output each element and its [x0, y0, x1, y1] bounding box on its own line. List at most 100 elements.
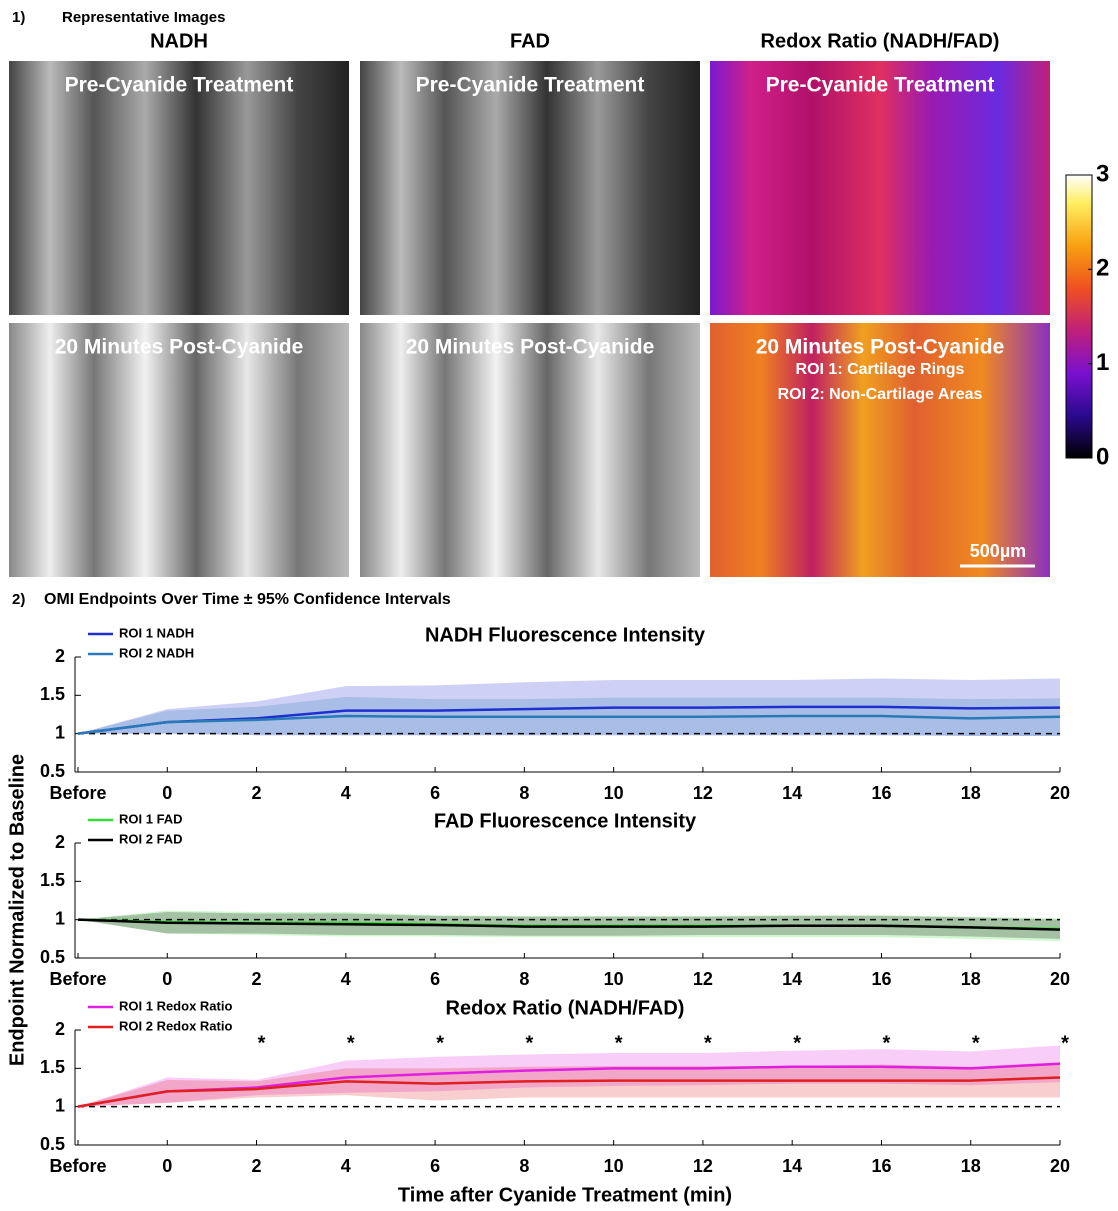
x-tick-label: 0 — [162, 1156, 172, 1176]
line — [77, 1062, 1061, 1108]
x-tick-label: 10 — [604, 783, 624, 803]
image-caption: 20 Minutes Post-Cyanide — [406, 336, 655, 359]
roi-label: ROI 1: Cartilage Rings — [796, 361, 965, 378]
x-tick-label: 6 — [430, 783, 440, 803]
x-tick-label: 16 — [871, 969, 891, 989]
x-tick-label: 12 — [693, 969, 713, 989]
significance-marker: * — [793, 1032, 801, 1054]
x-tick-label: 12 — [693, 1156, 713, 1176]
x-tick-label: 4 — [341, 1156, 351, 1176]
x-tick-label: 16 — [871, 783, 891, 803]
significance-marker: * — [258, 1032, 266, 1054]
image-caption: 20 Minutes Post-Cyanide — [756, 336, 1005, 359]
x-tick-label: 6 — [430, 1156, 440, 1176]
x-tick-label: 12 — [693, 783, 713, 803]
line — [77, 705, 1061, 735]
confidence-band — [78, 1045, 1060, 1107]
legend-label: ROI 2 FAD — [119, 831, 183, 846]
panel-label: 1) — [12, 9, 25, 26]
image-caption: 20 Minutes Post-Cyanide — [55, 336, 304, 359]
y-tick-label: 2 — [55, 832, 65, 852]
y-tick-label: 1 — [55, 1095, 65, 1115]
x-tick-label: 2 — [252, 969, 262, 989]
x-tick-label: 14 — [782, 969, 802, 989]
image-caption: Pre-Cyanide Treatment — [65, 74, 294, 97]
chart-title: NADH Fluorescence Intensity — [425, 624, 706, 646]
x-tick-label: 0 — [162, 783, 172, 803]
x-tick-label: Before — [49, 783, 106, 803]
legend-label: ROI 1 NADH — [119, 625, 194, 640]
microscopy-image — [9, 61, 349, 315]
x-tick-label: 18 — [961, 969, 981, 989]
y-tick-label: 1 — [55, 722, 65, 742]
significance-marker: * — [1061, 1032, 1069, 1054]
x-tick-label: 0 — [162, 969, 172, 989]
microscopy-image — [9, 323, 349, 577]
y-tick-label: 1.5 — [40, 870, 65, 890]
colorbar-tick-label: 0 — [1096, 443, 1109, 470]
legend-label: ROI 1 Redox Ratio — [119, 998, 232, 1013]
image-caption: Pre-Cyanide Treatment — [416, 74, 645, 97]
legend-label: ROI 2 Redox Ratio — [119, 1018, 232, 1033]
x-tick-label: 4 — [341, 783, 351, 803]
significance-marker: * — [883, 1032, 891, 1054]
significance-marker: * — [972, 1032, 980, 1054]
x-tick-label: 8 — [519, 1156, 529, 1176]
x-tick-label: 18 — [961, 783, 981, 803]
y-axis-label: Endpoint Normalized to Baseline — [6, 754, 28, 1066]
colorbar-tick-label: 3 — [1096, 160, 1109, 187]
significance-marker: * — [347, 1032, 355, 1054]
x-axis-label: Time after Cyanide Treatment (min) — [398, 1184, 732, 1206]
microscopy-image — [710, 61, 1050, 315]
x-tick-label: 2 — [252, 1156, 262, 1176]
confidence-band — [78, 1062, 1060, 1107]
x-tick-label: 6 — [430, 969, 440, 989]
y-tick-label: 0.5 — [40, 947, 65, 967]
colorbar-tick-label: 2 — [1096, 255, 1109, 282]
microscopy-image — [710, 323, 1050, 577]
significance-marker: * — [615, 1032, 623, 1054]
column-header: FAD — [510, 30, 550, 52]
column-header: NADH — [150, 30, 208, 52]
x-tick-label: 18 — [961, 1156, 981, 1176]
y-tick-label: 0.5 — [40, 1134, 65, 1154]
x-tick-label: 8 — [519, 783, 529, 803]
x-tick-label: 16 — [871, 1156, 891, 1176]
panel-title: Representative Images — [62, 9, 225, 26]
x-tick-label: 14 — [782, 1156, 802, 1176]
significance-marker: * — [436, 1032, 444, 1054]
line — [77, 918, 1061, 931]
column-header: Redox Ratio (NADH/FAD) — [761, 30, 1000, 52]
chart-title: FAD Fluorescence Intensity — [434, 810, 697, 832]
significance-marker: * — [704, 1032, 712, 1054]
significance-marker: * — [525, 1032, 533, 1054]
x-tick-label: 2 — [252, 783, 262, 803]
y-tick-label: 2 — [55, 1019, 65, 1039]
line — [77, 714, 1061, 735]
y-tick-label: 0.5 — [40, 761, 65, 781]
microscopy-image — [360, 61, 700, 315]
x-tick-label: 4 — [341, 969, 351, 989]
colorbar — [1065, 174, 1093, 459]
x-tick-label: 10 — [604, 969, 624, 989]
colorbar-tick-label: 1 — [1096, 349, 1109, 376]
roi-label: ROI 2: Non-Cartilage Areas — [778, 386, 983, 403]
panel-title: OMI Endpoints Over Time ± 95% Confidence… — [44, 591, 451, 608]
x-tick-label: Before — [49, 1156, 106, 1176]
y-tick-label: 2 — [55, 646, 65, 666]
x-tick-label: Before — [49, 969, 106, 989]
x-tick-label: 8 — [519, 969, 529, 989]
line — [77, 1076, 1061, 1108]
y-tick-label: 1.5 — [40, 1057, 65, 1077]
scale-bar-label: 500µm — [970, 541, 1026, 561]
microscopy-image — [360, 323, 700, 577]
legend-label: ROI 2 NADH — [119, 645, 194, 660]
legend-label: ROI 1 FAD — [119, 811, 183, 826]
y-tick-label: 1 — [55, 908, 65, 928]
image-caption: Pre-Cyanide Treatment — [766, 74, 995, 97]
x-tick-label: 20 — [1050, 783, 1070, 803]
panel-label: 2) — [12, 591, 25, 608]
x-tick-label: 20 — [1050, 1156, 1070, 1176]
x-tick-label: 20 — [1050, 969, 1070, 989]
